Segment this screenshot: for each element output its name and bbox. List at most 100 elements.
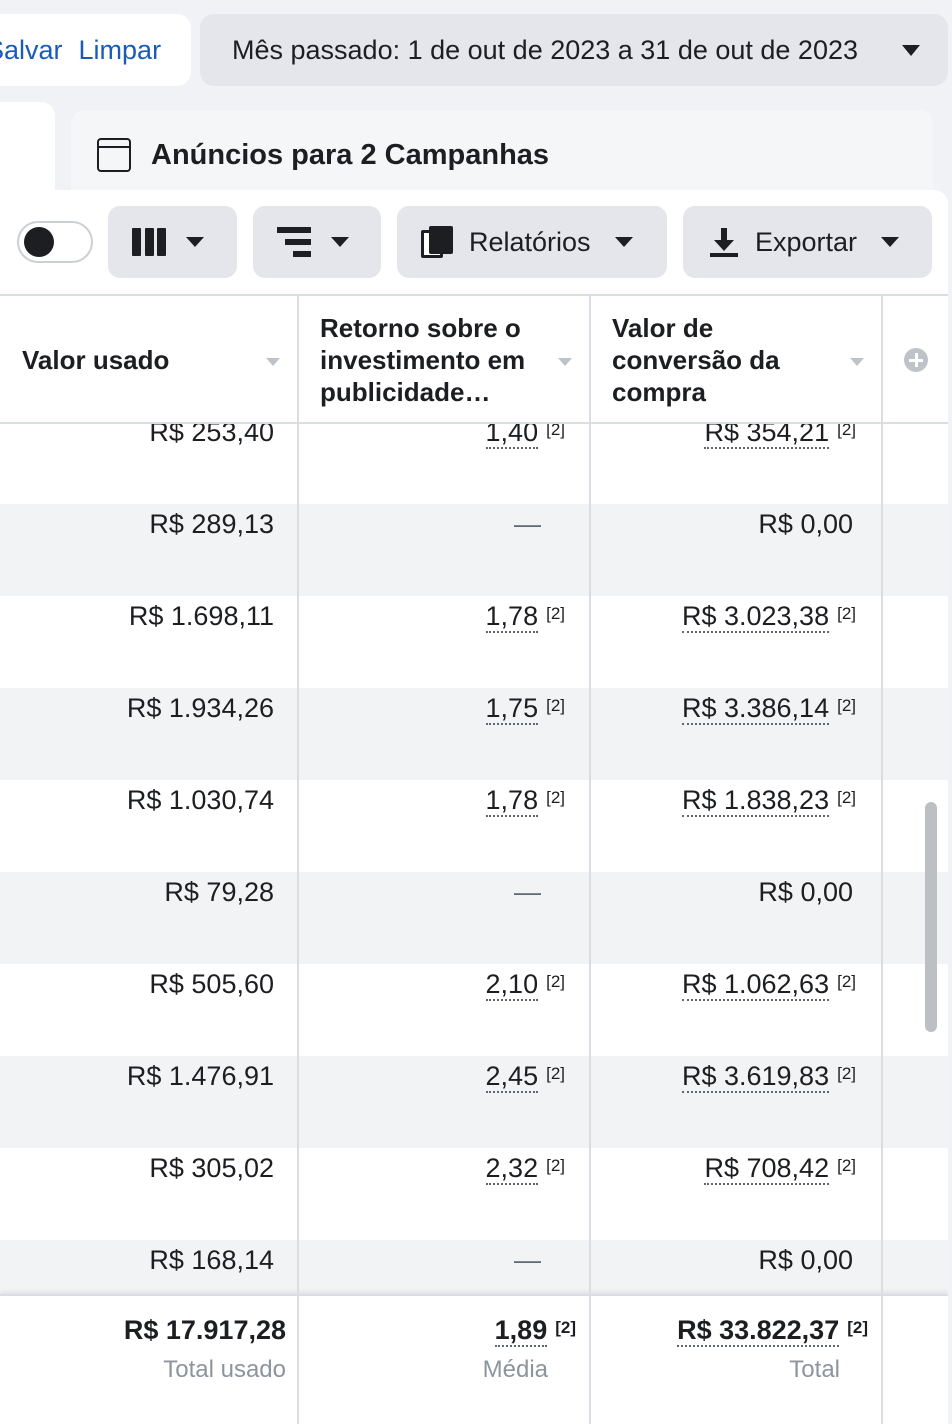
- date-range-label: Mês passado: 1 de out de 2023 a 31 de ou…: [232, 34, 858, 65]
- breakdown-icon: [277, 227, 311, 257]
- cell-spent: R$ 168,14: [149, 1245, 274, 1275]
- total-conversion-label: Total: [789, 1356, 840, 1383]
- table-row[interactable]: R$ 1.030,74 1,78 [2] R$ 1.838,23 [2]: [0, 780, 948, 872]
- tab-ads[interactable]: Anúncios para 2 Campanhas: [71, 110, 933, 200]
- vertical-scrollbar[interactable]: [925, 802, 937, 1032]
- table-row[interactable]: R$ 289,13 — R$ 0,00: [0, 504, 948, 596]
- toggle-switch[interactable]: [17, 221, 93, 263]
- footnote-marker: [2]: [837, 696, 856, 715]
- tab-ads-title: Anúncios para 2 Campanhas: [151, 138, 550, 171]
- footnote-marker: [2]: [546, 1156, 565, 1175]
- cell-conversion-value: R$ 708,42 [2]: [704, 1148, 856, 1188]
- tab-campaigns-partial[interactable]: [0, 102, 55, 202]
- total-roas-value[interactable]: 1,89: [494, 1315, 548, 1347]
- table-row[interactable]: R$ 505,60 2,10 [2] R$ 1.062,63 [2]: [0, 964, 948, 1056]
- table-row[interactable]: R$ 1.934,26 1,75 [2] R$ 3.386,14 [2]: [0, 688, 948, 780]
- cell-roas: 2,32 [2]: [485, 1148, 565, 1188]
- roas-value[interactable]: 2,32: [485, 1153, 539, 1185]
- header-label-line: conversão da: [612, 345, 780, 375]
- footnote-marker: [2]: [847, 1318, 868, 1337]
- export-button[interactable]: Exportar: [683, 206, 932, 278]
- roas-value[interactable]: 2,45: [485, 1061, 539, 1093]
- cell-roas: —: [514, 872, 565, 912]
- roas-value: —: [514, 877, 541, 907]
- save-clear-bar: Salvar Limpar: [0, 14, 191, 86]
- download-icon: [709, 226, 739, 258]
- header-valor-usado[interactable]: Valor usado: [22, 296, 292, 424]
- conversion-value: R$ 0,00: [758, 877, 853, 907]
- header-label-line: Retorno sobre o: [320, 313, 521, 343]
- clear-link[interactable]: Limpar: [78, 34, 162, 65]
- roas-value: —: [514, 509, 541, 539]
- footnote-marker: [2]: [837, 788, 856, 807]
- cell-spent: R$ 79,28: [164, 877, 274, 907]
- breakdown-button[interactable]: [253, 206, 381, 278]
- total-spent-value: R$ 17.917,28: [123, 1315, 286, 1345]
- chevron-down-icon: [881, 237, 900, 247]
- columns-button[interactable]: [108, 206, 237, 278]
- total-conversion: R$ 33.822,37 [2] Total: [677, 1310, 868, 1390]
- header-conversion-value[interactable]: Valor de conversão da compra: [612, 296, 874, 424]
- roas-value[interactable]: 1,78: [485, 601, 539, 633]
- add-column-icon[interactable]: [904, 348, 928, 372]
- cell-conversion-value: R$ 3.023,38 [2]: [681, 596, 856, 636]
- chevron-down-icon: [614, 237, 633, 247]
- conversion-value[interactable]: R$ 3.386,14: [681, 693, 830, 725]
- conversion-value[interactable]: R$ 1.838,23: [681, 785, 830, 817]
- table-body: R$ 253,40 1,40 [2] R$ 354,21 [2] R$ 289,13— R$…: [0, 412, 948, 1332]
- table-row[interactable]: R$ 1.698,11 1,78 [2] R$ 3.023,38 [2]: [0, 596, 948, 688]
- total-roas: 1,89 [2] Média: [483, 1310, 576, 1390]
- conversion-value[interactable]: R$ 3.619,83: [681, 1061, 830, 1093]
- conversion-value[interactable]: R$ 1.062,63: [681, 969, 830, 1001]
- cell-spent: R$ 1.934,26: [126, 693, 274, 723]
- sort-icon[interactable]: [266, 358, 280, 366]
- sort-icon[interactable]: [558, 358, 572, 366]
- table-footer-totals: R$ 17.917,28 Total usado 1,89 [2] Média R…: [0, 1294, 948, 1424]
- cell-spent: R$ 1.476,91: [126, 1061, 274, 1091]
- conversion-value: R$ 0,00: [758, 1245, 853, 1275]
- cell-conversion-value: R$ 3.386,14 [2]: [681, 688, 856, 728]
- save-link[interactable]: Salvar: [0, 34, 63, 65]
- header-roas[interactable]: Retorno sobre o investimento em publicid…: [320, 296, 582, 424]
- table-row[interactable]: R$ 79,28 — R$ 0,00: [0, 872, 948, 964]
- cell-roas: 1,75 [2]: [485, 688, 565, 728]
- column-divider: [589, 294, 591, 1424]
- reports-icon: [421, 226, 453, 258]
- footnote-marker: [2]: [837, 972, 856, 991]
- cell-conversion-value: R$ 1.838,23 [2]: [681, 780, 856, 820]
- footnote-marker: [2]: [546, 788, 565, 807]
- roas-value[interactable]: 1,78: [485, 785, 539, 817]
- footnote-marker: [2]: [546, 420, 565, 439]
- header-label-line: compra: [612, 377, 706, 407]
- table-row[interactable]: R$ 1.476,91 2,45 [2] R$ 3.619,83 [2]: [0, 1056, 948, 1148]
- cell-spent: R$ 1.698,11: [128, 601, 274, 631]
- reports-button[interactable]: Relatórios: [397, 206, 667, 278]
- cell-roas: 1,78 [2]: [485, 780, 565, 820]
- roas-value[interactable]: 2,10: [485, 969, 539, 1001]
- footnote-marker: [2]: [546, 604, 565, 623]
- conversion-value[interactable]: R$ 708,42: [704, 1153, 830, 1185]
- total-roas-label: Média: [482, 1356, 548, 1383]
- roas-value[interactable]: 1,75: [485, 693, 539, 725]
- total-conversion-value[interactable]: R$ 33.822,37: [677, 1315, 840, 1347]
- total-spent-label: Total usado: [163, 1356, 286, 1383]
- date-range-picker[interactable]: Mês passado: 1 de out de 2023 a 31 de ou…: [200, 14, 948, 86]
- conversion-value: R$ 0,00: [758, 509, 853, 539]
- footnote-marker: [2]: [837, 1064, 856, 1083]
- header-label-line: publicidade…: [320, 377, 491, 407]
- reports-label: Relatórios: [469, 226, 591, 257]
- table-row[interactable]: R$ 305,02 2,32 [2] R$ 708,42 [2]: [0, 1148, 948, 1240]
- cell-roas: 1,78 [2]: [485, 596, 565, 636]
- conversion-value[interactable]: R$ 3.023,38: [681, 601, 830, 633]
- footnote-marker: [2]: [546, 1064, 565, 1083]
- cell-spent: R$ 289,13: [149, 509, 274, 539]
- table-row[interactable]: R$ 253,40 1,40 [2] R$ 354,21 [2]: [0, 412, 948, 504]
- cell-spent: R$ 1.030,74: [126, 785, 274, 815]
- sort-icon[interactable]: [850, 358, 864, 366]
- cell-conversion-value: R$ 0,00: [758, 1240, 856, 1280]
- cell-roas: —: [514, 1240, 565, 1280]
- data-table: R$ 253,40 1,40 [2] R$ 354,21 [2] R$ 289,13— R$…: [0, 294, 948, 1424]
- footnote-marker: [2]: [555, 1318, 576, 1337]
- footnote-marker: [2]: [837, 420, 856, 439]
- cell-roas: —: [514, 504, 565, 544]
